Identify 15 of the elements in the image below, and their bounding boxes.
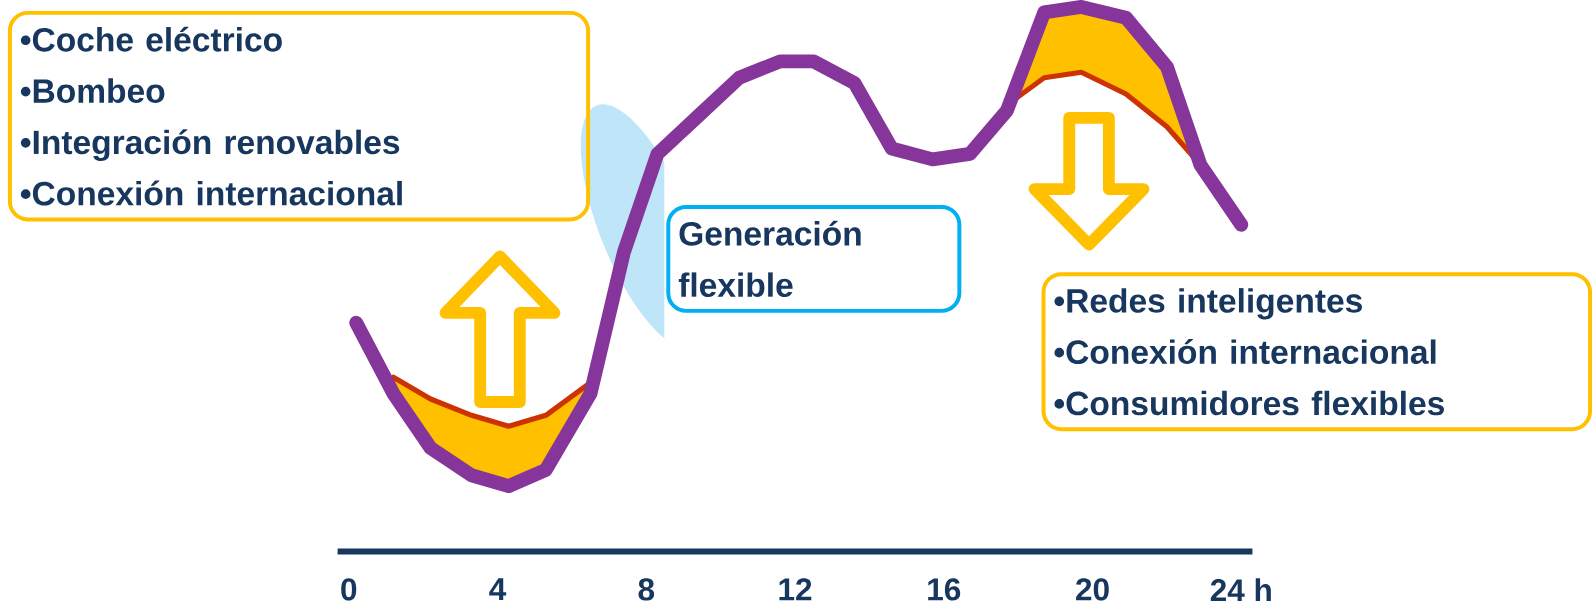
x-tick-label: 12 xyxy=(779,578,812,601)
annotation: •Conexión internacional xyxy=(1054,339,1436,365)
annotation: •Redes inteligentes xyxy=(1054,288,1362,320)
text: •Coche eléctrico xyxy=(20,26,282,52)
x-tick-label: 24 h xyxy=(1210,578,1271,602)
annotation: •Conexión internacional xyxy=(20,180,402,206)
x-tick-label: 20 xyxy=(1076,578,1109,601)
x-tick-label: 0 xyxy=(341,578,357,601)
annotation: •Integración renovables xyxy=(20,129,400,162)
x-tick-label: 4 xyxy=(489,578,507,601)
annotation: Generación flexible xyxy=(678,220,861,298)
x-tick-label: 16 xyxy=(928,578,961,601)
annotation: •Consumidores flexibles xyxy=(1054,390,1444,416)
x-tick-label: 8 xyxy=(638,578,655,601)
text: •Bombeo xyxy=(20,78,165,104)
